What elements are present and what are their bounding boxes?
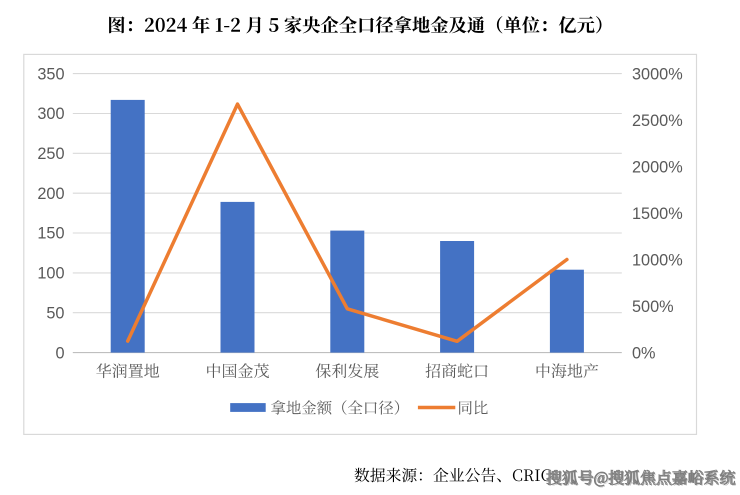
svg-text:3000%: 3000% xyxy=(632,65,683,83)
svg-text:0%: 0% xyxy=(632,344,656,362)
svg-text:300: 300 xyxy=(37,105,64,123)
svg-text:2500%: 2500% xyxy=(632,112,683,130)
svg-text:0: 0 xyxy=(55,344,64,362)
svg-text:2000%: 2000% xyxy=(632,158,683,176)
svg-text:100: 100 xyxy=(37,265,64,283)
svg-text:1000%: 1000% xyxy=(632,251,683,269)
svg-text:50: 50 xyxy=(46,304,64,322)
svg-text:1500%: 1500% xyxy=(632,205,683,223)
svg-text:200: 200 xyxy=(37,185,64,203)
svg-text:250: 250 xyxy=(37,145,64,163)
svg-text:150: 150 xyxy=(37,225,64,243)
svg-text:350: 350 xyxy=(37,65,64,83)
svg-text:500%: 500% xyxy=(632,298,674,316)
